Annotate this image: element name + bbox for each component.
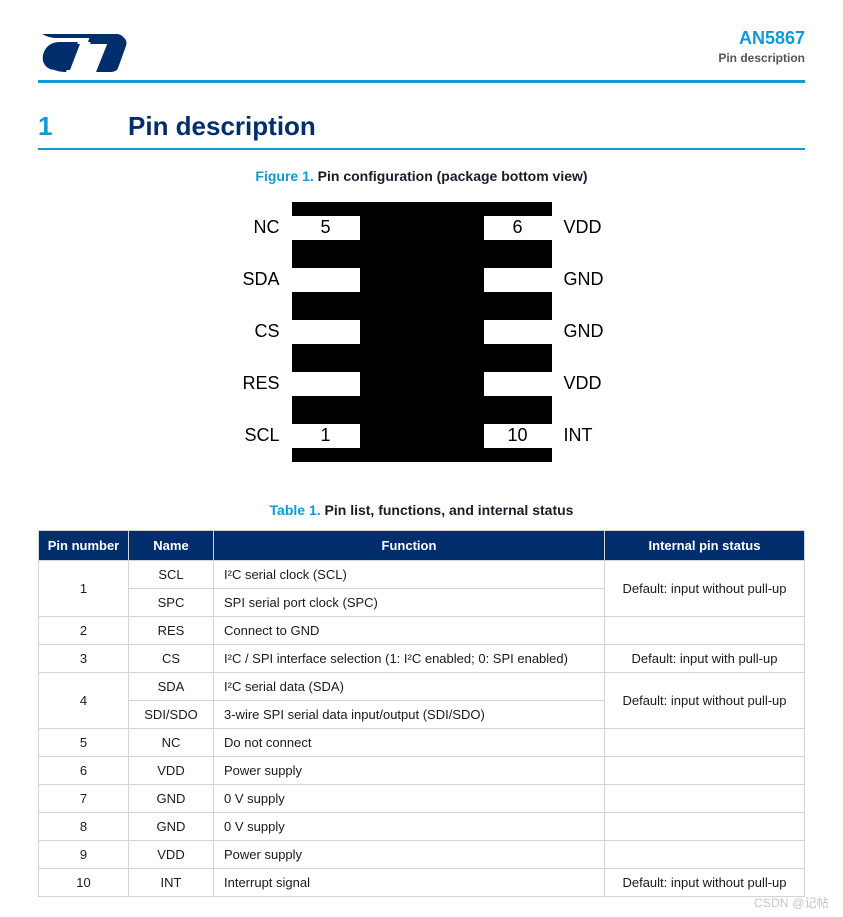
pin-label-left: SDA xyxy=(242,269,279,290)
cell-status: Default: input without pull-up xyxy=(605,561,805,617)
watermark: CSDN @记帖 xyxy=(754,894,829,911)
table-row: 7GND0 V supply xyxy=(39,785,805,813)
cell-pin: 5 xyxy=(39,729,129,757)
table-header: Pin number xyxy=(39,531,129,561)
table-title: Pin list, functions, and internal status xyxy=(325,502,574,518)
figure-lead: Figure 1. xyxy=(255,168,313,184)
cell-function: Interrupt signal xyxy=(214,869,605,897)
figure-title: Pin configuration (package bottom view) xyxy=(318,168,588,184)
cell-pin: 3 xyxy=(39,645,129,673)
cell-function: I²C serial clock (SCL) xyxy=(214,561,605,589)
cell-pin: 10 xyxy=(39,869,129,897)
pin-table: Pin numberNameFunctionInternal pin statu… xyxy=(38,530,805,897)
cell-pin: 8 xyxy=(39,813,129,841)
cell-function: Power supply xyxy=(214,757,605,785)
cell-function: I²C serial data (SDA) xyxy=(214,673,605,701)
cell-pin: 4 xyxy=(39,673,129,729)
cell-name: VDD xyxy=(129,757,214,785)
pin-label-right: INT xyxy=(564,425,593,446)
cell-function: 0 V supply xyxy=(214,813,605,841)
cell-status xyxy=(605,813,805,841)
cell-name: NC xyxy=(129,729,214,757)
table-row: 10INTInterrupt signalDefault: input with… xyxy=(39,869,805,897)
cell-pin: 7 xyxy=(39,785,129,813)
table-row: 6VDDPower supply xyxy=(39,757,805,785)
table-header: Name xyxy=(129,531,214,561)
cell-name: SDI/SDO xyxy=(129,701,214,729)
chip-figure: 56110 NCVDDSDAGNDCSGNDRESVDDSCLINT xyxy=(292,202,552,462)
table-row: 3CSI²C / SPI interface selection (1: I²C… xyxy=(39,645,805,673)
cell-pin: 2 xyxy=(39,617,129,645)
cell-pin: 9 xyxy=(39,841,129,869)
cell-name: VDD xyxy=(129,841,214,869)
cell-name: GND xyxy=(129,785,214,813)
pin-number: 5 xyxy=(292,217,360,238)
table-row: 8GND0 V supply xyxy=(39,813,805,841)
pin-number: 10 xyxy=(484,425,552,446)
pin-label-right: VDD xyxy=(564,217,602,238)
cell-name: CS xyxy=(129,645,214,673)
section-number: 1 xyxy=(38,111,128,142)
cell-function: 3-wire SPI serial data input/output (SDI… xyxy=(214,701,605,729)
pin-label-left: CS xyxy=(254,321,279,342)
table-row: 4SDAI²C serial data (SDA)Default: input … xyxy=(39,673,805,701)
pin-label-left: NC xyxy=(254,217,280,238)
cell-status xyxy=(605,785,805,813)
cell-status xyxy=(605,757,805,785)
pin-number: 1 xyxy=(292,425,360,446)
table-header: Internal pin status xyxy=(605,531,805,561)
cell-name: RES xyxy=(129,617,214,645)
cell-function: Power supply xyxy=(214,841,605,869)
cell-status: Default: input without pull-up xyxy=(605,673,805,729)
section-rule xyxy=(38,148,805,150)
table-row: 2RESConnect to GND xyxy=(39,617,805,645)
cell-name: SDA xyxy=(129,673,214,701)
doc-subtitle: Pin description xyxy=(718,51,805,65)
cell-function: SPI serial port clock (SPC) xyxy=(214,589,605,617)
pin-label-left: RES xyxy=(242,373,279,394)
cell-status: Default: input without pull-up xyxy=(605,869,805,897)
cell-pin: 1 xyxy=(39,561,129,617)
table-row: 1SCLI²C serial clock (SCL)Default: input… xyxy=(39,561,805,589)
cell-function: 0 V supply xyxy=(214,785,605,813)
table-lead: Table 1. xyxy=(270,502,321,518)
cell-name: INT xyxy=(129,869,214,897)
cell-status: Default: input with pull-up xyxy=(605,645,805,673)
table-row: 5NCDo not connect xyxy=(39,729,805,757)
cell-status xyxy=(605,729,805,757)
doc-id: AN5867 xyxy=(718,28,805,49)
table-caption: Table 1. Pin list, functions, and intern… xyxy=(38,502,805,518)
header-rule xyxy=(38,80,805,83)
cell-pin: 6 xyxy=(39,757,129,785)
figure-caption: Figure 1. Pin configuration (package bot… xyxy=(38,168,805,184)
pin-number: 6 xyxy=(484,217,552,238)
pin-label-left: SCL xyxy=(244,425,279,446)
pin-label-right: GND xyxy=(564,269,604,290)
table-header: Function xyxy=(214,531,605,561)
cell-status xyxy=(605,841,805,869)
cell-name: GND xyxy=(129,813,214,841)
table-row: 9VDDPower supply xyxy=(39,841,805,869)
pin-label-right: GND xyxy=(564,321,604,342)
cell-function: I²C / SPI interface selection (1: I²C en… xyxy=(214,645,605,673)
cell-function: Do not connect xyxy=(214,729,605,757)
st-logo xyxy=(38,28,130,74)
cell-status xyxy=(605,617,805,645)
cell-name: SPC xyxy=(129,589,214,617)
section-title: Pin description xyxy=(128,111,316,142)
cell-function: Connect to GND xyxy=(214,617,605,645)
cell-name: SCL xyxy=(129,561,214,589)
pin-label-right: VDD xyxy=(564,373,602,394)
